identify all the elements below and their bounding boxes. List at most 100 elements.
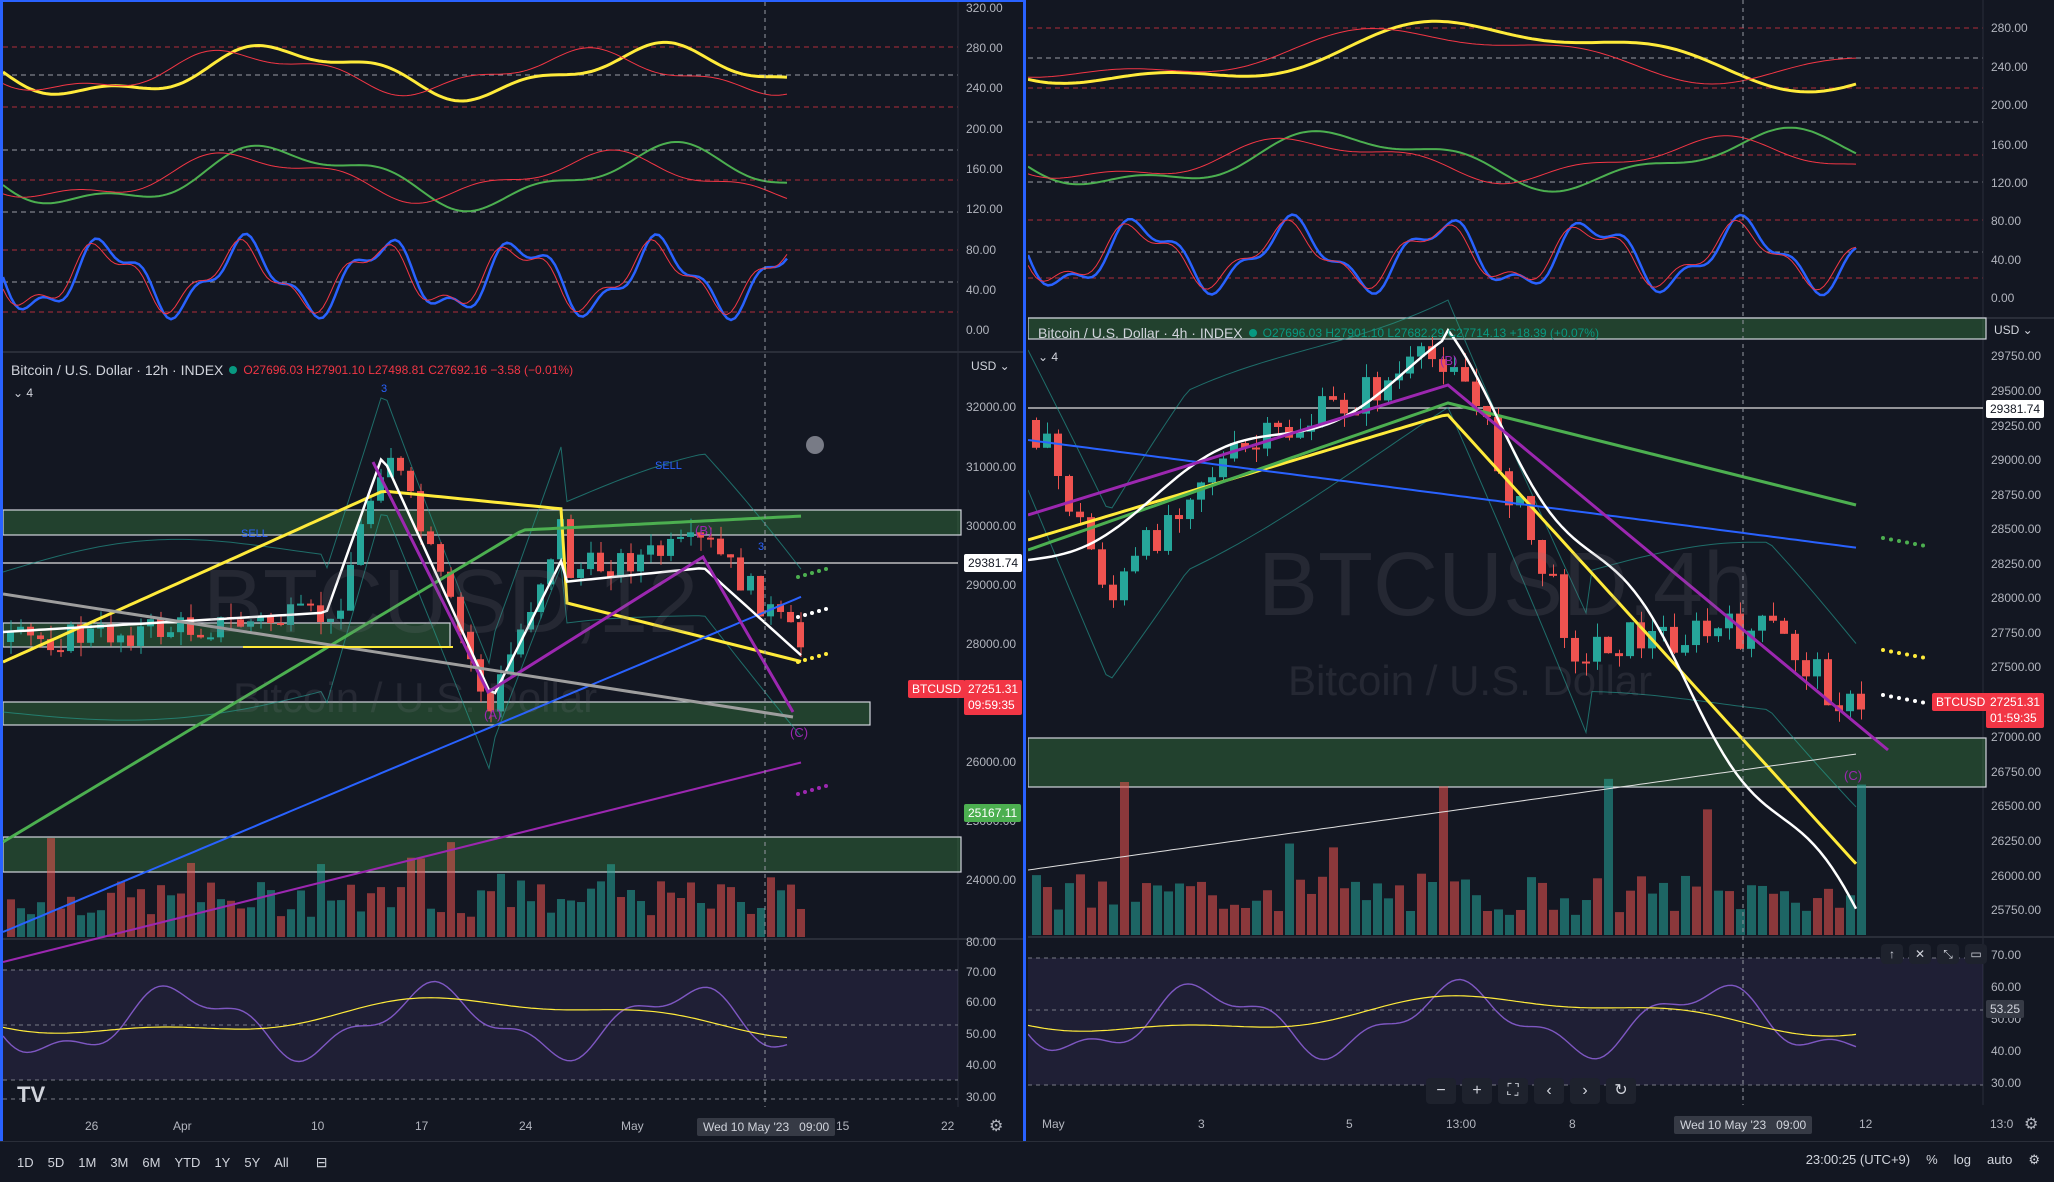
- left-symbol-header[interactable]: Bitcoin / U.S. Dollar · 12h · INDEX O276…: [11, 362, 573, 378]
- left-chart-canvas[interactable]: 320.00280.00240.00200.00160.00120.0080.0…: [3, 2, 1026, 1141]
- volume-bar: [1835, 907, 1844, 935]
- price-tick-label: 29500.00: [1991, 384, 2041, 398]
- auto-toggle[interactable]: auto: [1987, 1152, 2013, 1167]
- ma-projection-dot: [803, 790, 807, 794]
- ma-projection-dot: [803, 658, 807, 662]
- range-button-5y[interactable]: 5Y: [244, 1154, 261, 1170]
- range-button-all[interactable]: All: [274, 1154, 289, 1170]
- volume-bar: [1472, 895, 1481, 935]
- candle-body: [237, 619, 244, 627]
- volume-bar: [1296, 879, 1305, 935]
- pane-up-icon[interactable]: ↑: [1881, 944, 1903, 964]
- time-axis-label: 15: [836, 1119, 850, 1133]
- volume-bar: [1604, 778, 1613, 935]
- date-range-picker-icon[interactable]: ⊟: [315, 1153, 328, 1170]
- ma-projection-dot: [824, 784, 828, 788]
- ma-projection-dot: [1889, 649, 1893, 654]
- time-axis-label: 10: [311, 1119, 325, 1133]
- reset-icon[interactable]: ↻: [1606, 1078, 1636, 1104]
- pane-close-icon[interactable]: ✕: [1909, 944, 1931, 964]
- candle-body: [1362, 377, 1370, 414]
- volume-bar: [1670, 910, 1679, 935]
- tradingview-logo[interactable]: TV: [17, 1082, 46, 1107]
- elliott-wave-line: [1028, 383, 1889, 752]
- settings-gear-icon[interactable]: ⚙: [2024, 1116, 2039, 1133]
- clock-display[interactable]: 23:00:25 (UTC+9): [1805, 1152, 1911, 1167]
- candle-body: [297, 603, 304, 606]
- range-button-ytd[interactable]: YTD: [174, 1154, 201, 1170]
- candle-body: [247, 621, 254, 627]
- volume-bar: [1692, 886, 1701, 935]
- zoom-in-icon[interactable]: +: [1462, 1078, 1492, 1104]
- ma-blue: [1028, 439, 1857, 549]
- log-toggle[interactable]: log: [1953, 1152, 1972, 1167]
- range-button-3m[interactable]: 3M: [110, 1154, 129, 1170]
- volume-bar: [1857, 784, 1866, 935]
- wave-label-c: (C): [1844, 768, 1862, 783]
- price-tick-label: 29750.00: [1991, 349, 2041, 363]
- candle-body: [1098, 549, 1106, 585]
- pane-collapse-icon[interactable]: ⤡: [1937, 944, 1959, 964]
- volume-bar: [1318, 876, 1327, 935]
- candle-body: [267, 615, 274, 623]
- scroll-right-icon[interactable]: ›: [1570, 1078, 1600, 1104]
- volume-bar: [747, 913, 755, 937]
- price-tick-label: 26500.00: [1991, 799, 2041, 813]
- candle-body: [437, 544, 444, 572]
- range-button-1d[interactable]: 1D: [17, 1154, 34, 1170]
- symbol-chip: BTCUSD: [908, 680, 966, 698]
- left-symbol-title[interactable]: Bitcoin / U.S. Dollar · 12h · INDEX: [11, 362, 224, 378]
- right-chart-canvas[interactable]: 280.00240.00200.00160.00120.0080.0040.00…: [1028, 0, 2054, 1141]
- candle-body: [1406, 356, 1414, 374]
- volume-bar: [547, 912, 555, 937]
- candle-body: [1659, 626, 1667, 632]
- price-tick-label: 26250.00: [1991, 834, 2041, 848]
- volume-bar: [237, 908, 245, 937]
- left-chart-pane[interactable]: 320.00 280.00 240.00 200.00 160.00 120.00 80.0…: [0, 0, 1026, 1141]
- ma-grey: [1028, 753, 1857, 871]
- right-symbol-title[interactable]: Bitcoin / U.S. Dollar · 4h · INDEX: [1038, 325, 1243, 341]
- time-axis-label: 17: [415, 1119, 429, 1133]
- candle-body: [1142, 530, 1150, 556]
- volume-bar: [177, 893, 185, 937]
- range-button-5d[interactable]: 5D: [47, 1154, 65, 1170]
- left-currency-menu[interactable]: USD ⌄: [971, 359, 1010, 373]
- zoom-out-icon[interactable]: −: [1426, 1078, 1456, 1104]
- volume-bar: [227, 900, 235, 937]
- volume-bar: [397, 887, 405, 937]
- volume-bar: [1538, 882, 1547, 935]
- candle-body: [1626, 622, 1634, 657]
- axis-settings-icon[interactable]: ⚙: [2028, 1152, 2040, 1167]
- scroll-left-icon[interactable]: ‹: [1534, 1078, 1564, 1104]
- support-zone: [3, 701, 871, 726]
- percent-toggle[interactable]: %: [1926, 1152, 1938, 1167]
- wave-label-a: (A): [484, 707, 501, 722]
- volume-bar: [1813, 898, 1822, 935]
- watermark-name: Bitcoin / U.S. Dollar: [1288, 657, 1652, 704]
- bottom-toolbar: 1D 5D 1M 3M 6M YTD 1Y 5Y All ⊟ 23:00:25 (UTC+9) …: [0, 1141, 2054, 1182]
- candle-body: [417, 491, 424, 532]
- pane-more-icon[interactable]: ▭: [1965, 944, 1987, 964]
- candle-body: [187, 617, 194, 635]
- fullscreen-icon[interactable]: ⛶: [1498, 1078, 1528, 1104]
- right-chart-pane[interactable]: 280.00 240.00 200.00 160.00 120.00 80.00 40.00…: [1028, 0, 2054, 1141]
- volume-bar: [727, 887, 735, 937]
- support-zone: [3, 509, 962, 536]
- candle-body: [57, 650, 64, 653]
- right-symbol-header[interactable]: Bitcoin / U.S. Dollar · 4h · INDEX O2769…: [1038, 325, 1599, 341]
- range-button-6m[interactable]: 6M: [142, 1154, 161, 1170]
- right-indicator-toggle[interactable]: ⌄ 4: [1038, 350, 1059, 364]
- range-button-1y[interactable]: 1Y: [214, 1154, 231, 1170]
- settings-gear-icon[interactable]: ⚙: [989, 1118, 1004, 1135]
- volume-bar: [1362, 900, 1371, 935]
- volume-bar: [47, 838, 55, 937]
- volume-bar: [1230, 904, 1239, 935]
- range-button-1m[interactable]: 1M: [78, 1154, 97, 1170]
- left-indicator-toggle[interactable]: ⌄ 4: [13, 386, 34, 400]
- volume-bar: [417, 858, 425, 937]
- volume-bar: [1725, 891, 1734, 935]
- wave-label-3: 3: [381, 383, 387, 395]
- volume-bar: [1329, 847, 1338, 935]
- sell-signal-label: SELL: [655, 460, 682, 472]
- right-currency-menu[interactable]: USD ⌄: [1994, 323, 2033, 337]
